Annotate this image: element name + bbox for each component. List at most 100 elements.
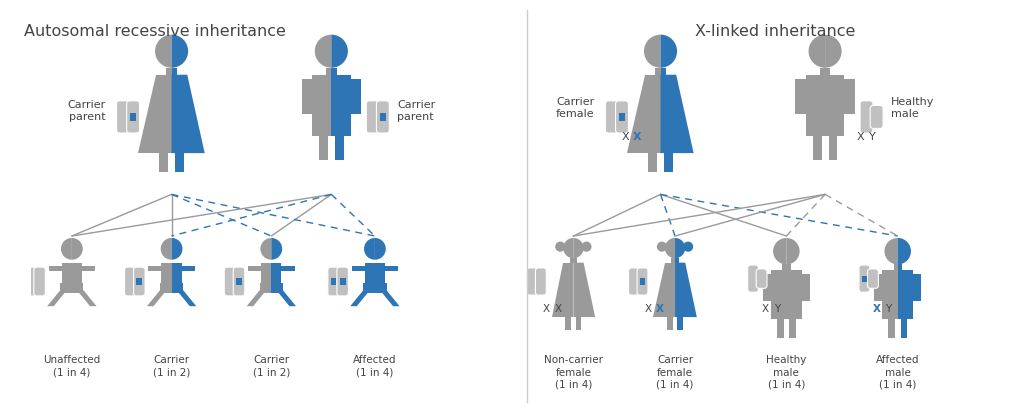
Bar <box>271 263 282 283</box>
Bar <box>319 136 328 161</box>
Text: X: X <box>633 132 642 142</box>
Text: Autosomal recessive inheritance: Autosomal recessive inheritance <box>25 24 286 39</box>
Bar <box>660 69 666 76</box>
Text: Carrier
parent: Carrier parent <box>68 100 105 122</box>
Bar <box>72 263 82 283</box>
FancyBboxPatch shape <box>328 268 339 296</box>
Text: X: X <box>655 303 664 313</box>
Bar <box>181 266 195 272</box>
Bar <box>898 271 913 319</box>
FancyBboxPatch shape <box>615 102 629 134</box>
Bar <box>802 274 810 281</box>
FancyBboxPatch shape <box>605 102 618 134</box>
Bar <box>796 80 806 88</box>
Wedge shape <box>364 238 375 260</box>
Wedge shape <box>61 238 72 260</box>
Bar <box>888 319 895 339</box>
Text: Affected
(1 in 4): Affected (1 in 4) <box>353 354 396 377</box>
Polygon shape <box>247 290 266 306</box>
FancyBboxPatch shape <box>233 268 245 296</box>
Wedge shape <box>172 238 182 260</box>
Bar <box>796 88 806 115</box>
Bar <box>148 266 162 272</box>
Bar <box>261 263 271 283</box>
Bar <box>175 154 183 173</box>
Text: Unaffected
(1 in 4): Unaffected (1 in 4) <box>43 354 100 377</box>
Wedge shape <box>573 238 584 259</box>
Bar <box>82 266 95 272</box>
Bar <box>874 274 883 281</box>
Bar <box>672 259 675 263</box>
Bar <box>282 266 295 272</box>
Bar <box>375 283 386 293</box>
Polygon shape <box>276 290 296 306</box>
Polygon shape <box>653 263 675 317</box>
Bar <box>61 263 72 283</box>
Bar <box>894 265 898 271</box>
Wedge shape <box>885 238 898 265</box>
FancyBboxPatch shape <box>527 268 538 295</box>
Bar <box>260 283 271 293</box>
Bar <box>883 271 898 319</box>
FancyBboxPatch shape <box>377 102 389 134</box>
Circle shape <box>683 242 693 252</box>
Polygon shape <box>146 290 167 306</box>
Bar <box>340 279 345 285</box>
Wedge shape <box>660 36 677 69</box>
Bar <box>136 279 142 285</box>
Bar <box>771 271 786 319</box>
Bar <box>813 136 821 161</box>
FancyBboxPatch shape <box>224 268 236 296</box>
Text: Carrier
female
(1 in 4): Carrier female (1 in 4) <box>656 354 693 389</box>
Polygon shape <box>628 76 660 154</box>
Polygon shape <box>380 290 399 306</box>
Text: Y: Y <box>773 303 780 313</box>
Bar <box>575 317 582 330</box>
Bar <box>913 274 922 281</box>
FancyBboxPatch shape <box>117 102 129 134</box>
Wedge shape <box>898 238 911 265</box>
Wedge shape <box>644 36 660 69</box>
Bar <box>565 317 571 330</box>
Polygon shape <box>47 290 67 306</box>
Bar <box>365 263 375 283</box>
Circle shape <box>582 242 592 252</box>
Bar <box>618 114 626 121</box>
Text: Affected
male
(1 in 4): Affected male (1 in 4) <box>876 354 920 389</box>
Bar <box>335 136 343 161</box>
Text: X: X <box>857 132 864 142</box>
Bar <box>350 88 361 115</box>
Text: Y: Y <box>885 303 891 313</box>
Wedge shape <box>809 36 825 69</box>
Text: X: X <box>543 303 550 313</box>
FancyBboxPatch shape <box>125 268 136 296</box>
Bar <box>648 154 657 173</box>
Bar <box>825 69 830 76</box>
FancyBboxPatch shape <box>860 102 872 134</box>
FancyBboxPatch shape <box>756 269 767 289</box>
Text: Non-carrier
female
(1 in 4): Non-carrier female (1 in 4) <box>544 354 603 389</box>
Bar <box>302 88 312 115</box>
Wedge shape <box>786 238 800 265</box>
Text: Healthy
male
(1 in 4): Healthy male (1 in 4) <box>766 354 807 389</box>
Wedge shape <box>271 238 283 260</box>
Bar <box>844 80 855 88</box>
Polygon shape <box>675 263 696 317</box>
Bar <box>60 283 72 293</box>
FancyBboxPatch shape <box>34 268 45 296</box>
Text: X: X <box>872 303 881 313</box>
Bar <box>237 279 242 285</box>
Bar <box>677 317 683 330</box>
Wedge shape <box>563 238 573 259</box>
Bar <box>763 274 771 281</box>
Wedge shape <box>773 238 786 265</box>
Bar <box>130 114 136 121</box>
Wedge shape <box>675 238 685 259</box>
Bar <box>874 281 883 301</box>
Bar <box>326 69 332 76</box>
Wedge shape <box>161 238 172 260</box>
Bar <box>913 281 922 301</box>
Bar <box>763 281 771 301</box>
Bar <box>160 283 172 293</box>
FancyBboxPatch shape <box>127 102 139 134</box>
